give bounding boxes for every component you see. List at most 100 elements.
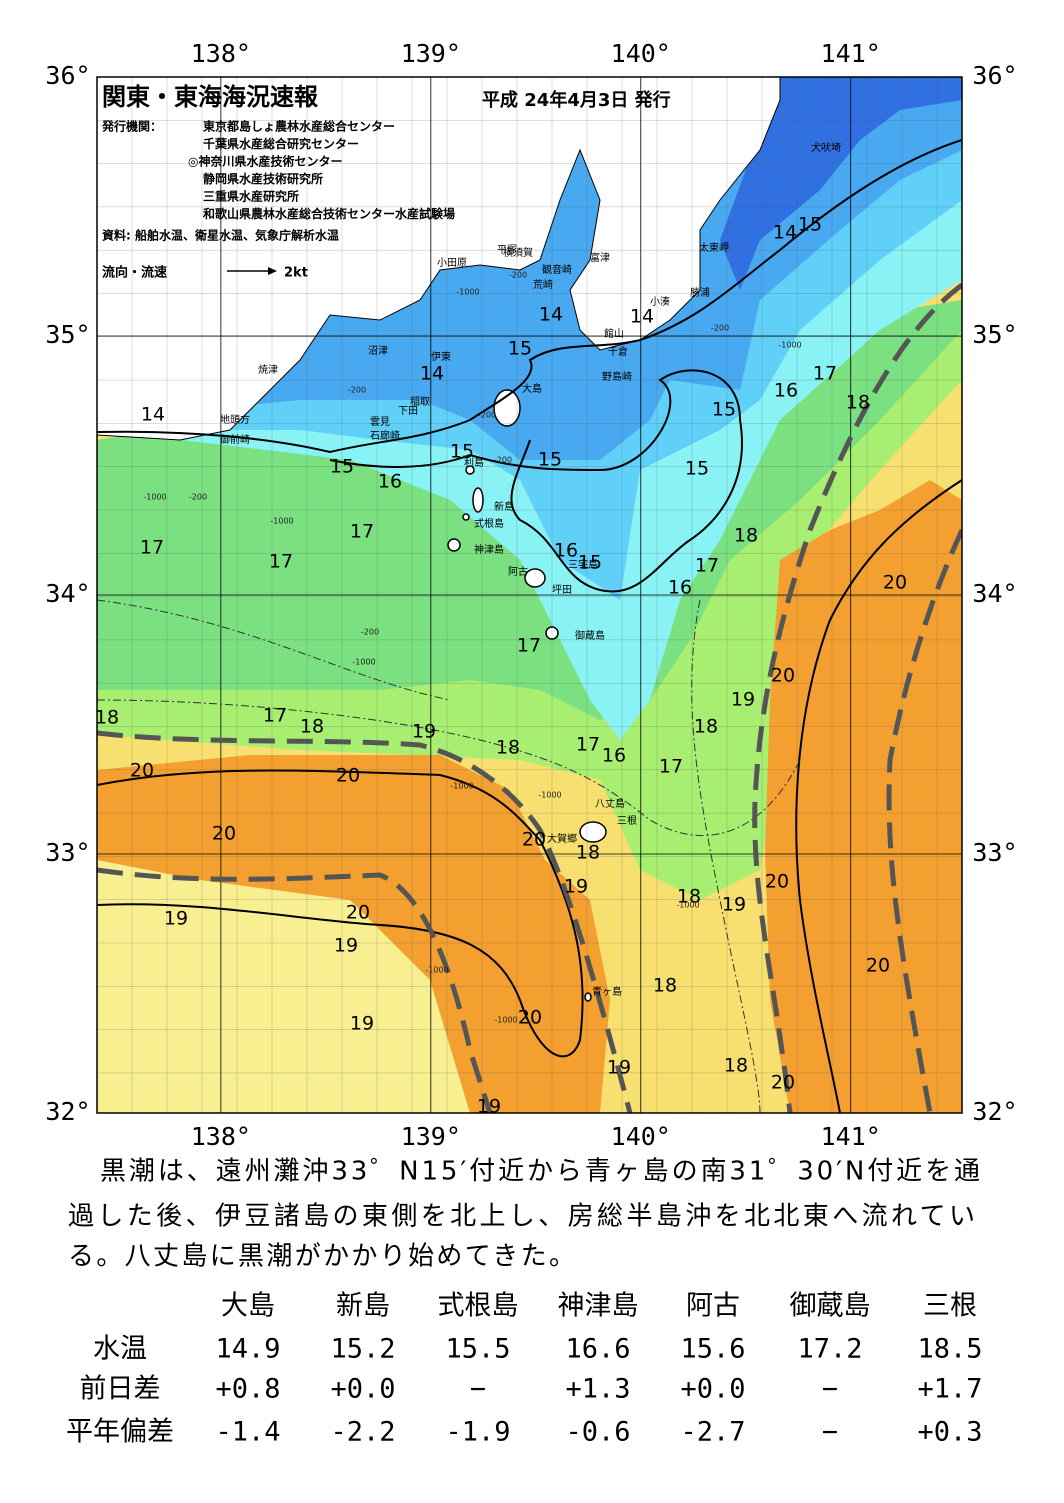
depth-label: -200 xyxy=(361,628,379,637)
place-name: 三宅島 xyxy=(568,558,598,571)
depth-label: -1000 xyxy=(270,517,293,526)
isotherm-label: 16 xyxy=(602,745,626,767)
isotherm-label: 14 xyxy=(630,306,654,328)
cell: +0.8 xyxy=(215,1374,280,1405)
isotherm-label: 19 xyxy=(412,721,436,743)
isotherm-label: 17 xyxy=(263,705,287,727)
isotherm-label: 15 xyxy=(712,399,736,421)
isotherm-label: 17 xyxy=(350,521,374,543)
isotherm-label: 19 xyxy=(350,1013,374,1035)
isotherm-label: 17 xyxy=(140,537,164,559)
y-tick-label: 32° xyxy=(45,1097,90,1126)
isotherm-label: 15 xyxy=(798,214,822,236)
isotherm-label: 18 xyxy=(496,737,520,759)
issuer: 東京都島しょ農林水産総合センター xyxy=(203,119,395,134)
column-header: 御蔵島 xyxy=(790,1291,871,1322)
isotherm-label: 16 xyxy=(554,540,578,562)
isotherm-label: 17 xyxy=(517,635,541,657)
isotherm-label: 17 xyxy=(695,555,719,577)
x-tick-label: 141° xyxy=(821,39,881,68)
depth-label: -1000 xyxy=(494,1016,517,1025)
column-header: 神津島 xyxy=(558,1291,639,1322)
row-label: 前日差 xyxy=(80,1374,161,1405)
cell: -0.6 xyxy=(565,1417,630,1448)
cell: 16.6 xyxy=(565,1334,630,1365)
isotherm-label: 18 xyxy=(653,975,677,997)
cell: -1.9 xyxy=(445,1417,510,1448)
paragraph-line: る。八丈島に黒潮がかかり始めてきた。 xyxy=(68,1242,575,1272)
place-name: 伊東 xyxy=(431,350,451,363)
place-name: 八丈島 xyxy=(595,797,625,810)
cell: 15.6 xyxy=(680,1334,745,1365)
isotherm-label: 20 xyxy=(346,902,370,924)
y-tick-label: 36° xyxy=(45,61,90,90)
column-header: 新島 xyxy=(336,1291,390,1322)
y-tick-label: 34° xyxy=(972,579,1017,608)
y-tick-label: 35° xyxy=(972,320,1017,349)
legend-label: 流向・流速 xyxy=(102,265,167,281)
place-name: 平塚 xyxy=(497,244,517,256)
isotherm-label: 15 xyxy=(685,458,709,480)
place-name: 荒崎 xyxy=(533,278,553,291)
sea-darkblue xyxy=(720,77,962,290)
issuer: 静岡県水産技術研究所 xyxy=(203,171,323,186)
kuroshio xyxy=(97,282,962,1113)
x-tick-label: 140° xyxy=(611,39,671,68)
isotherm-label: 16 xyxy=(774,380,798,402)
place-name: 大島 xyxy=(522,382,542,395)
y-tick-label: 36° xyxy=(972,61,1017,90)
isotherm-label: 17 xyxy=(269,551,293,573)
paragraph-line: 過した後、伊豆諸島の東側を北上し、房総半島沖を北北東へ流れてい xyxy=(68,1202,975,1232)
depth-label: -1000 xyxy=(450,782,473,791)
depth-label: -1000 xyxy=(456,288,479,297)
cell: +0.0 xyxy=(680,1374,745,1405)
place-name: 千倉 xyxy=(608,345,628,358)
isotherm-label: 17 xyxy=(576,734,600,756)
place-name: 大賀郷 xyxy=(547,832,577,845)
isotherm-label: 15 xyxy=(330,456,354,478)
column-header: 阿古 xyxy=(686,1291,740,1322)
isotherm-label: 18 xyxy=(95,707,119,729)
sea-orange xyxy=(97,755,610,1113)
isotherm-label: 20 xyxy=(771,1072,795,1094)
column-header: 大島 xyxy=(221,1291,275,1322)
isotherm-label: 15 xyxy=(508,338,532,360)
depth-label: -1000 xyxy=(352,658,375,667)
place-name: 富津 xyxy=(590,251,610,264)
place-name: 青ヶ島 xyxy=(592,985,622,998)
isotherm-label: 19 xyxy=(731,689,755,711)
issuer-label: 発行機関： xyxy=(101,119,162,134)
issuer: 三重県水産研究所 xyxy=(203,189,299,204)
y-tick-label: 33° xyxy=(972,838,1017,867)
issue-date: 平成 24年4月3日 発行 xyxy=(482,89,671,111)
x-tick-label: 140° xyxy=(611,1122,671,1151)
isotherm-label: 19 xyxy=(607,1057,631,1079)
isotherms xyxy=(97,139,962,1113)
isotherm-label: 14 xyxy=(420,363,444,385)
place-name: 沼津 xyxy=(368,344,388,357)
isotherm-label: 19 xyxy=(334,935,358,957)
isotherm-label: 17 xyxy=(659,756,683,778)
cell: 18.5 xyxy=(917,1334,982,1365)
cell: 15.5 xyxy=(445,1334,510,1365)
depth-label: -1000 xyxy=(538,791,561,800)
isotherm-label: 20 xyxy=(765,871,789,893)
grid xyxy=(97,77,962,1113)
isotherm-label: 19 xyxy=(564,876,588,898)
place-name: 坪田 xyxy=(552,583,572,596)
isotherm-label: 15 xyxy=(538,449,562,471)
y-tick-label: 34° xyxy=(45,579,90,608)
y-tick-label: 33° xyxy=(45,838,90,867)
legend-speed: 2kt xyxy=(284,266,308,281)
depth-label: -200 xyxy=(189,493,207,502)
isotherm-label: 14 xyxy=(141,404,165,426)
isotherm-label: 18 xyxy=(300,716,324,738)
place-name: 横須賀 xyxy=(503,246,533,259)
depth-label: -1000 xyxy=(676,901,699,910)
isotherm-label: 20 xyxy=(212,823,236,845)
depth-label: -200 xyxy=(711,324,729,333)
isotherm-label: 20 xyxy=(866,955,890,977)
isotherm-label: 18 xyxy=(846,392,870,414)
